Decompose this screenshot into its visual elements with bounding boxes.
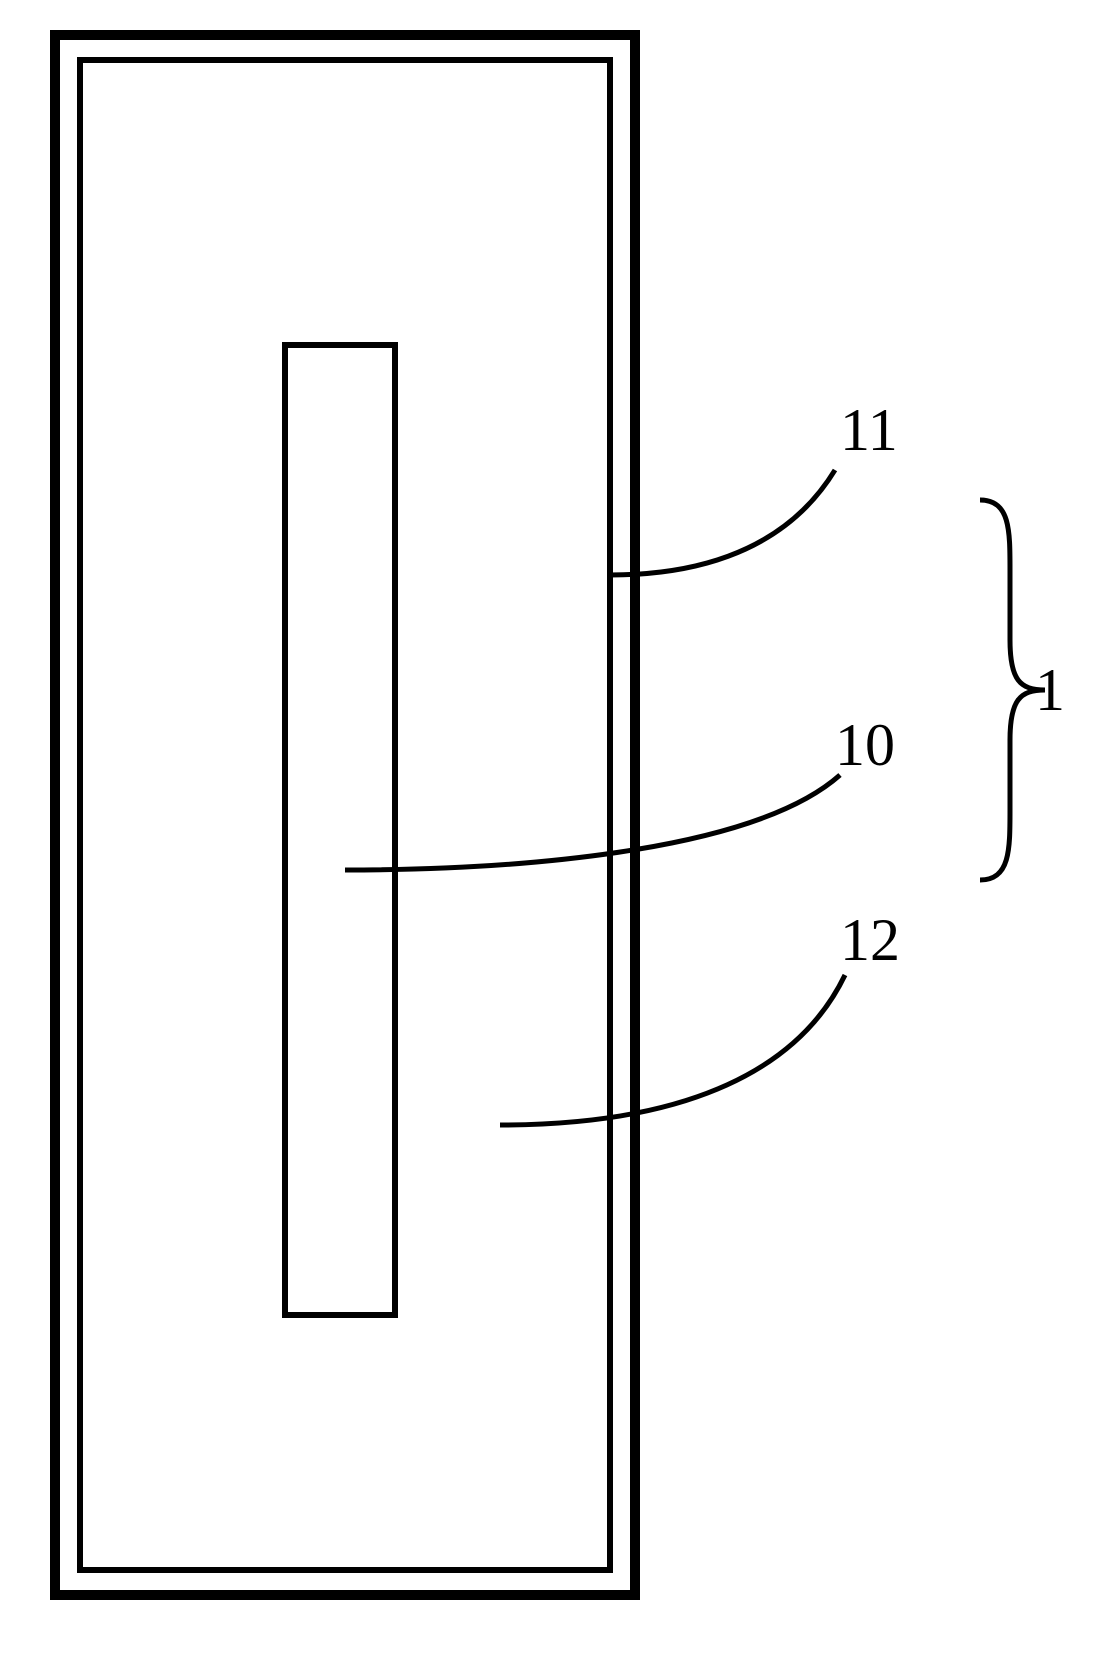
lead-line-12 xyxy=(500,975,845,1125)
technical-diagram: 11 10 1 12 xyxy=(0,0,1105,1656)
label-10: 10 xyxy=(835,712,895,778)
outer-frame xyxy=(55,35,635,1595)
inner-frame xyxy=(80,60,610,1570)
label-12: 12 xyxy=(840,907,900,973)
label-1: 1 xyxy=(1035,657,1065,723)
label-11: 11 xyxy=(840,397,898,463)
center-slot xyxy=(285,345,395,1315)
lead-line-11 xyxy=(610,470,835,575)
lead-line-10 xyxy=(345,775,840,870)
